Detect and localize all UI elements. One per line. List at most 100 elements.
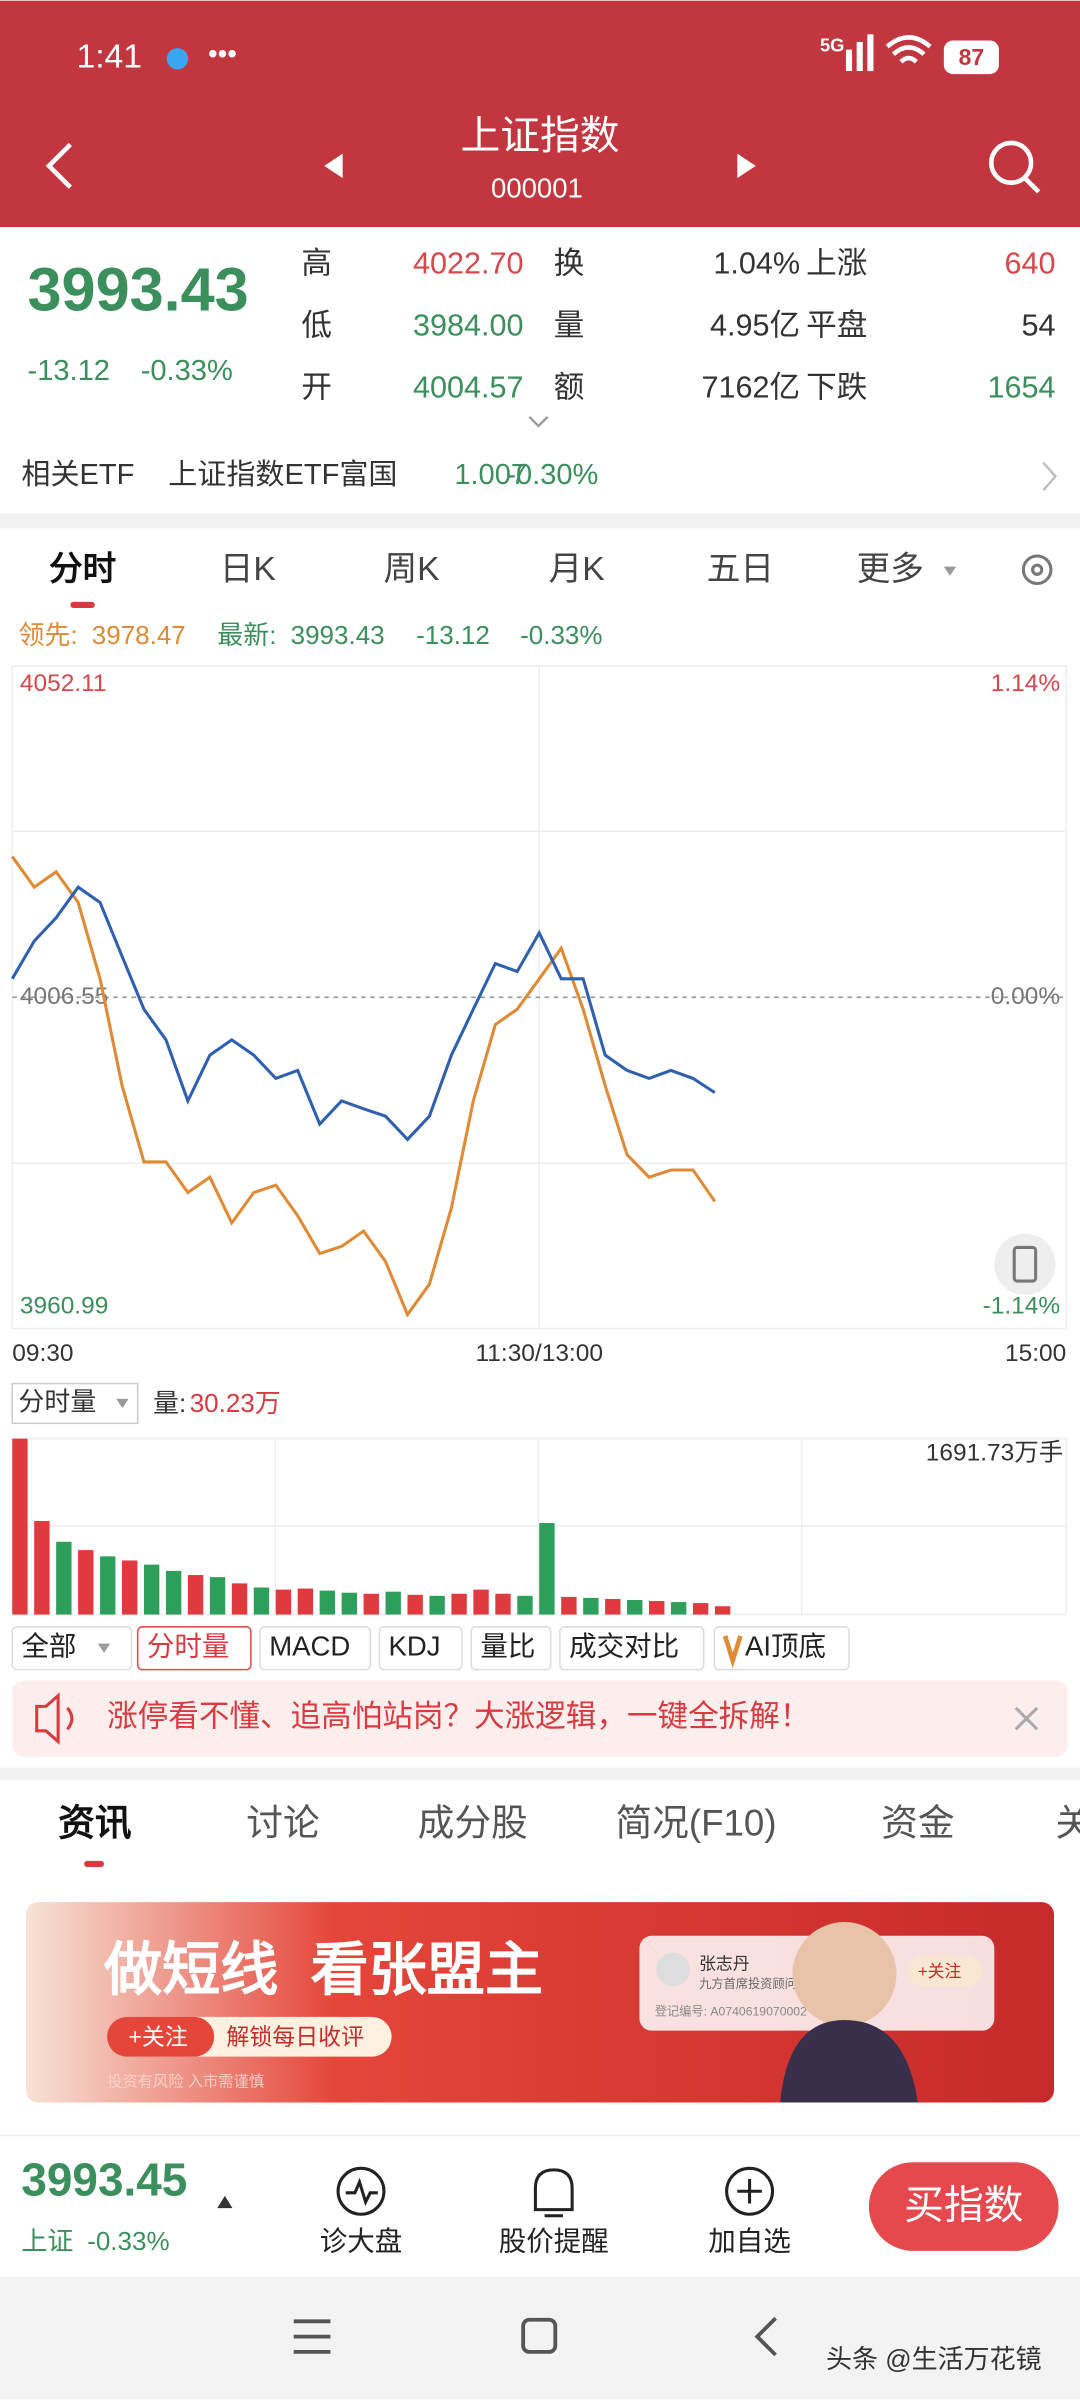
bar <box>451 1593 467 1615</box>
stat: 上涨 <box>806 246 867 280</box>
nav-menu[interactable] <box>293 2319 331 2354</box>
lead-label: 领先: <box>18 620 77 650</box>
y2-tick-label: -1.14% <box>983 1293 1061 1320</box>
indicator-button[interactable] <box>559 1626 705 1671</box>
close[interactable] <box>1014 1706 1039 1731</box>
stat: 换 <box>554 246 585 280</box>
tab[interactable]: 周K <box>383 551 440 588</box>
indicator-button[interactable] <box>378 1626 463 1671</box>
status-network: 5G <box>820 34 844 55</box>
x-tick-label: 15:00 <box>1005 1340 1066 1367</box>
news-tab[interactable]: 成分股 <box>418 1802 528 1843</box>
lead: 3978.47 <box>92 620 186 650</box>
stat: 640 <box>1004 246 1055 280</box>
buy-label: 买指数 <box>904 2184 1023 2228</box>
settings[interactable] <box>1021 554 1053 586</box>
nav-home[interactable] <box>521 2317 558 2354</box>
tab[interactable]: 分时 <box>49 550 116 588</box>
stat: 下跌 <box>806 370 867 404</box>
separator <box>0 1767 1080 1780</box>
indicator-button[interactable] <box>470 1626 552 1671</box>
tab[interactable]: 月K <box>549 551 606 588</box>
icon <box>345 2177 378 2207</box>
stat: 4.95亿 <box>710 308 800 342</box>
x-tick-label: 09:30 <box>12 1340 73 1367</box>
battery <box>943 40 999 75</box>
vol-select[interactable] <box>11 1382 139 1425</box>
etf-name[interactable]: 上证指数ETF富国 <box>168 458 397 491</box>
ai-icon <box>722 1635 743 1669</box>
tab[interactable]: 五日 <box>707 551 774 588</box>
bar <box>429 1595 445 1615</box>
bar <box>517 1595 533 1615</box>
ad-reg: 登记编号: A0740619070002 <box>655 2004 807 2019</box>
bar <box>100 1556 116 1615</box>
series-line <box>10 885 716 1142</box>
indicator-button[interactable] <box>259 1626 371 1671</box>
next[interactable] <box>737 153 756 179</box>
search <box>1023 176 1041 194</box>
tab[interactable]: 日K <box>220 551 277 588</box>
bar <box>297 1588 314 1615</box>
battery-level: 87 <box>959 44 985 70</box>
rotate-button[interactable] <box>994 1233 1056 1295</box>
bar <box>407 1594 423 1615</box>
news-tab[interactable]: 资金 <box>881 1802 954 1843</box>
indicator-button[interactable] <box>713 1626 850 1671</box>
y2-tick-label: 0.00% <box>991 983 1060 1010</box>
buy-button[interactable] <box>868 2162 1059 2251</box>
tab[interactable]: 更多 <box>857 550 924 588</box>
stat: 1654 <box>987 370 1055 404</box>
vol-select-label: 分时量 <box>18 1386 96 1416</box>
search[interactable] <box>988 140 1034 186</box>
action-label[interactable]: 加自选 <box>708 2226 791 2257</box>
tabs: 分时 日K 周K 月K 五日 更多 <box>49 550 957 588</box>
back[interactable] <box>45 142 72 189</box>
stat: 3984.00 <box>413 308 524 342</box>
bar <box>473 1589 489 1615</box>
bar <box>495 1593 511 1615</box>
bar <box>649 1601 665 1615</box>
portrait <box>792 1922 897 2027</box>
action-label[interactable]: 股价提醒 <box>499 2226 609 2257</box>
vol: 30.23万 <box>190 1388 281 1418</box>
stat: 1.04% <box>713 246 800 280</box>
indicator-button[interactable] <box>11 1626 133 1671</box>
bar <box>385 1591 401 1615</box>
stat: 高 <box>301 246 332 280</box>
price: 3993.43 <box>28 256 249 324</box>
rotate-icon <box>1012 1245 1038 1283</box>
ad-follow2-bg <box>908 1955 983 1987</box>
stats: 高 4022.70 换 1.04% 上涨 640 低 3984.00 量 4.95亿 平盘 54 开 40… <box>301 246 1055 404</box>
news-tab[interactable]: 关 <box>1056 1802 1080 1843</box>
stat: 4022.70 <box>413 246 524 280</box>
news-tab[interactable]: 讨论 <box>246 1802 319 1843</box>
bar <box>363 1593 379 1615</box>
banner-bg[interactable] <box>12 1680 1068 1757</box>
portrait <box>780 2019 918 2103</box>
bar <box>341 1592 357 1615</box>
indicator-label: KDJ <box>389 1630 441 1661</box>
icon <box>737 2179 762 2204</box>
prev[interactable] <box>324 153 343 179</box>
nav-back[interactable] <box>754 2316 777 2357</box>
news-tab[interactable]: 简况(F10) <box>615 1802 776 1843</box>
news-tab[interactable]: 资讯 <box>58 1802 132 1843</box>
bottom-price: 3993.45 <box>21 2154 187 2206</box>
chevron[interactable] <box>1042 461 1058 491</box>
ad-person: 张志丹 <box>699 1954 749 1973</box>
caret <box>116 1398 129 1409</box>
actions: 诊大盘 股价提醒 加自选 <box>320 2226 791 2257</box>
action-label[interactable]: 诊大盘 <box>320 2226 403 2257</box>
indicator-label: 成交对比 <box>569 1630 679 1661</box>
speaker <box>35 1692 74 1745</box>
status-time: 1:41 <box>76 39 141 76</box>
stat: 额 <box>554 370 585 404</box>
expand[interactable] <box>528 415 549 428</box>
bar <box>165 1570 182 1615</box>
stat: 4004.57 <box>413 370 524 404</box>
arrow <box>217 2195 233 2209</box>
bar <box>561 1596 577 1615</box>
indicator-button[interactable] <box>136 1626 252 1671</box>
